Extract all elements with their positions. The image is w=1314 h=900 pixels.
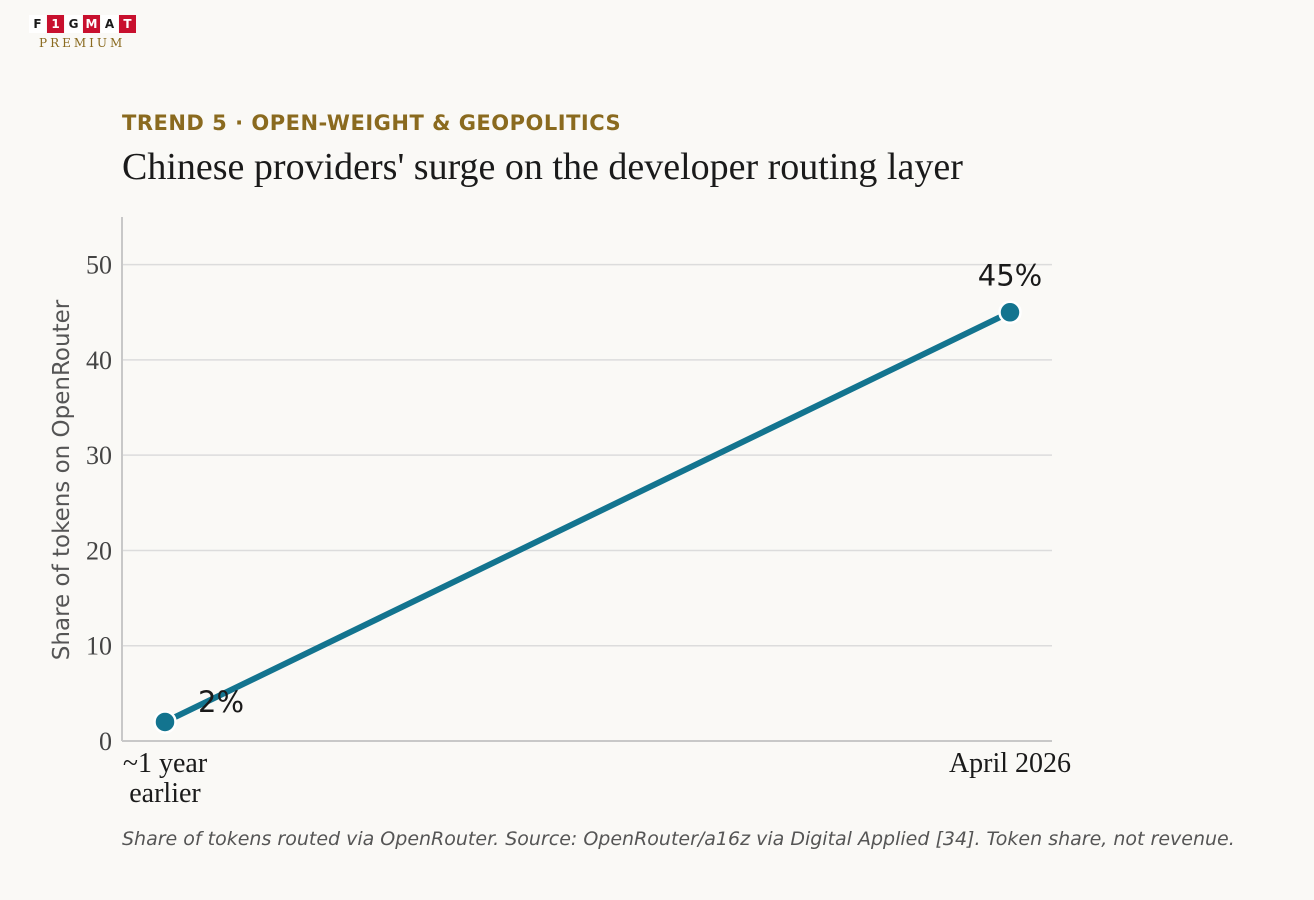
logo-letter: F <box>29 15 46 33</box>
logo-letter: M <box>83 15 100 33</box>
y-tick-label: 0 <box>99 727 112 756</box>
data-point <box>153 710 177 734</box>
data-label: 2% <box>198 685 244 719</box>
x-tick-label: earlier <box>129 778 201 809</box>
series-line <box>162 309 1013 725</box>
y-tick-label: 40 <box>86 346 112 375</box>
logo-letter: 1 <box>47 15 64 33</box>
logo-letter: T <box>119 15 136 33</box>
logo-letter: G <box>65 15 82 33</box>
logo: F 1 G M A T PREMIUM <box>29 15 136 50</box>
chart-title: Chinese providers' surge on the develope… <box>122 146 963 188</box>
y-tick-label: 30 <box>86 441 112 470</box>
y-tick-label: 10 <box>86 632 112 661</box>
logo-letters: F 1 G M A T <box>29 15 136 33</box>
x-tick-label: ~1 year <box>123 748 208 779</box>
x-tick-label: April 2026 <box>949 748 1071 779</box>
data-label: 45% <box>978 258 1042 292</box>
y-tick-label: 50 <box>86 251 112 280</box>
chart-kicker: TREND 5 · OPEN-WEIGHT & GEOPOLITICS <box>122 111 622 135</box>
data-point <box>998 300 1022 325</box>
chart-caption: Share of tokens routed via OpenRouter. S… <box>122 828 1235 850</box>
y-axis-label: Share of tokens on OpenRouter <box>49 299 75 660</box>
logo-letter: A <box>101 15 118 33</box>
logo-subtitle: PREMIUM <box>39 36 126 50</box>
y-tick-label: 20 <box>86 536 112 565</box>
